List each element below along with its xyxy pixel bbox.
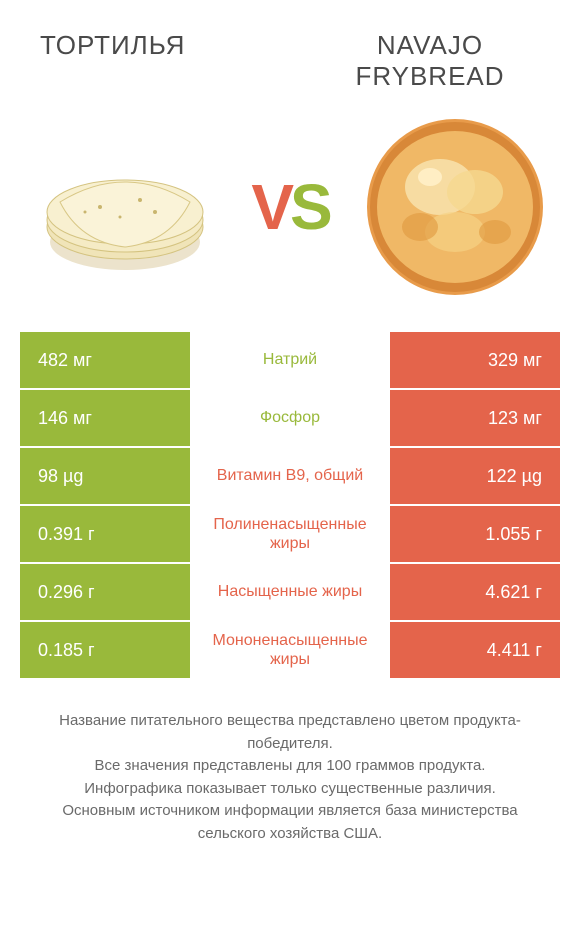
value-right: 122 µg [390,448,560,504]
images-row: VS [0,102,580,332]
title-right: NAVAJO FRYBREAD [320,30,540,92]
value-right: 4.621 г [390,564,560,620]
nutrient-label: Мононенасыщенные жиры [190,622,390,678]
vs-s: S [290,171,329,243]
value-left: 482 мг [20,332,190,388]
value-left: 0.296 г [20,564,190,620]
table-row: 146 мгФосфор123 мг [20,390,560,446]
value-left: 0.391 г [20,506,190,562]
table-row: 0.296 гНасыщенные жиры4.621 г [20,564,560,620]
footer-line-1: Название питательного вещества представл… [30,710,550,755]
table-row: 0.185 гМононенасыщенные жиры4.411 г [20,622,560,678]
footer-line-3: Инфографика показывает только существенн… [30,778,550,801]
footer-line-4: Основным источником информации является … [30,800,550,845]
table-row: 0.391 гПолиненасыщенные жиры1.055 г [20,506,560,562]
value-left: 98 µg [20,448,190,504]
nutrient-label: Насыщенные жиры [190,564,390,620]
value-right: 1.055 г [390,506,560,562]
value-left: 0.185 г [20,622,190,678]
table-row: 98 µgВитамин B9, общий122 µg [20,448,560,504]
footer-line-2: Все значения представлены для 100 граммо… [30,755,550,778]
vs-label: VS [251,170,328,244]
nutrient-label: Натрий [190,332,390,388]
value-right: 329 мг [390,332,560,388]
value-right: 4.411 г [390,622,560,678]
nutrient-label: Полиненасыщенные жиры [190,506,390,562]
header: ТОРТИЛЬЯ NAVAJO FRYBREAD [0,0,580,102]
nutrient-label: Фосфор [190,390,390,446]
vs-v: V [251,171,290,243]
tortilla-image [30,112,220,302]
value-right: 123 мг [390,390,560,446]
nutrient-label: Витамин B9, общий [190,448,390,504]
table-row: 482 мгНатрий329 мг [20,332,560,388]
comparison-table: 482 мгНатрий329 мг146 мгФосфор123 мг98 µ… [0,332,580,678]
frybread-image [360,112,550,302]
footer-notes: Название питательного вещества представл… [0,680,580,845]
title-left: ТОРТИЛЬЯ [40,30,260,92]
value-left: 146 мг [20,390,190,446]
